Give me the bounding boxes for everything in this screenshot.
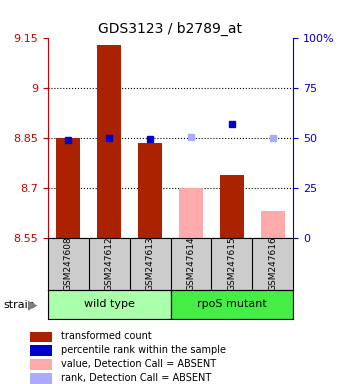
Text: transformed count: transformed count xyxy=(61,331,152,341)
Text: rpoS mutant: rpoS mutant xyxy=(197,299,267,310)
Text: value, Detection Call = ABSENT: value, Detection Call = ABSENT xyxy=(61,359,216,369)
Text: GSM247616: GSM247616 xyxy=(268,237,277,291)
Bar xyxy=(30,345,51,356)
Bar xyxy=(179,188,203,238)
Bar xyxy=(30,359,51,370)
Text: percentile rank within the sample: percentile rank within the sample xyxy=(61,345,226,355)
Bar xyxy=(261,212,285,238)
Text: GSM247608: GSM247608 xyxy=(64,237,73,291)
Bar xyxy=(30,332,51,343)
Text: ▶: ▶ xyxy=(28,298,38,311)
Bar xyxy=(48,290,170,319)
Text: strain: strain xyxy=(3,300,35,310)
Text: wild type: wild type xyxy=(84,299,135,310)
Bar xyxy=(220,175,244,238)
Text: rank, Detection Call = ABSENT: rank, Detection Call = ABSENT xyxy=(61,373,211,383)
Text: GSM247612: GSM247612 xyxy=(105,237,114,291)
Bar xyxy=(170,290,293,319)
Bar xyxy=(56,138,80,238)
Title: GDS3123 / b2789_at: GDS3123 / b2789_at xyxy=(99,22,242,36)
Bar xyxy=(30,373,51,384)
Text: GSM247615: GSM247615 xyxy=(227,237,236,291)
Bar xyxy=(138,143,162,238)
Text: GSM247614: GSM247614 xyxy=(187,237,195,291)
Bar xyxy=(97,45,121,238)
Text: GSM247613: GSM247613 xyxy=(146,237,154,291)
